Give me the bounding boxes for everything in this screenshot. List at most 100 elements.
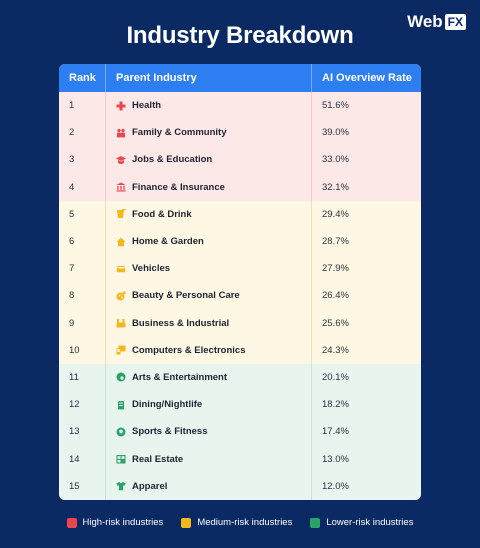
legend-label: High-risk industries <box>82 517 164 528</box>
rank-cell: 3 <box>69 154 75 166</box>
rate-cell: 32.1% <box>311 173 421 201</box>
industry-cell: Finance & Insurance <box>105 173 311 201</box>
ball-icon <box>116 427 126 437</box>
home-icon <box>116 237 126 247</box>
palette-icon <box>116 372 126 382</box>
rate-cell: 25.6% <box>311 309 421 337</box>
rank-cell: 9 <box>69 317 75 329</box>
legend-label: Medium-risk industries <box>197 517 293 528</box>
industry-table: Rank Parent Industry AI Overview Rate 1 … <box>59 64 421 500</box>
table-row: 3 Jobs & Education 33.0% <box>59 146 421 174</box>
medical-cross-icon <box>116 101 126 111</box>
legend-item-high: High-risk industries <box>66 517 164 528</box>
industry-cell: Beauty & Personal Care <box>105 282 311 310</box>
legend: High-risk industries Medium-risk industri… <box>0 517 480 528</box>
table-row: 4 Finance & Insurance 32.1% <box>59 173 421 201</box>
table-row: 5 Food & Drink 29.4% <box>59 200 421 228</box>
rank-cell: 2 <box>69 127 75 139</box>
industry-label: Computers & Electronics <box>132 344 246 356</box>
industry-label: Apparel <box>132 480 168 492</box>
rate-cell: 33.0% <box>311 146 421 174</box>
industry-cell: Dining/Nightlife <box>105 391 311 419</box>
page-title: Industry Breakdown <box>126 22 354 49</box>
industry-cell: Vehicles <box>105 255 311 283</box>
rank-cell: 14 <box>69 453 80 465</box>
industry-label: Dining/Nightlife <box>132 399 203 411</box>
industry-cell: Health <box>105 92 311 120</box>
table-row: 7 Vehicles 27.9% <box>59 255 421 283</box>
table-row: 6 Home & Garden 28.7% <box>59 227 421 256</box>
rank-cell: 13 <box>69 426 80 438</box>
factory-icon <box>116 318 126 328</box>
industry-cell: Sports & Fitness <box>105 418 311 446</box>
header-rank: Rank <box>69 72 96 84</box>
rate-cell: 28.7% <box>311 227 421 256</box>
legend-swatch <box>310 517 321 528</box>
rate-cell: 13.0% <box>311 445 421 473</box>
food-icon <box>116 209 126 219</box>
rank-cell: 1 <box>69 100 75 112</box>
car-icon <box>116 264 126 274</box>
industry-label: Home & Garden <box>132 236 204 248</box>
industry-cell: Apparel <box>105 472 311 500</box>
industry-label: Food & Drink <box>132 208 192 220</box>
rate-cell: 18.2% <box>311 391 421 419</box>
table-row: 8 Beauty & Personal Care 26.4% <box>59 282 421 310</box>
table-header: Rank Parent Industry AI Overview Rate <box>59 64 421 92</box>
industry-cell: Food & Drink <box>105 200 311 228</box>
table-row: 15 Apparel 12.0% <box>59 472 421 500</box>
shirt-icon <box>116 481 126 491</box>
header-industry: Parent Industry <box>105 64 311 92</box>
table-row: 12 Dining/Nightlife 18.2% <box>59 391 421 419</box>
legend-swatch <box>181 517 192 528</box>
rate-cell: 24.3% <box>311 336 421 364</box>
table-row: 14 Real Estate 13.0% <box>59 445 421 473</box>
industry-label: Business & Industrial <box>132 317 230 329</box>
industry-cell: Arts & Entertainment <box>105 363 311 392</box>
graduation-cap-icon <box>116 155 126 165</box>
rate-cell: 12.0% <box>311 472 421 500</box>
rate-cell: 27.9% <box>311 255 421 283</box>
table-row: 2 Family & Community 39.0% <box>59 119 421 147</box>
industry-label: Finance & Insurance <box>132 181 225 193</box>
legend-swatch <box>66 517 77 528</box>
logo-badge: FX <box>444 14 466 30</box>
industry-cell: Family & Community <box>105 119 311 147</box>
industry-cell: Computers & Electronics <box>105 336 311 364</box>
rate-cell: 39.0% <box>311 119 421 147</box>
rank-cell: 10 <box>69 344 80 356</box>
rate-cell: 29.4% <box>311 200 421 228</box>
industry-cell: Jobs & Education <box>105 146 311 174</box>
rate-cell: 20.1% <box>311 363 421 392</box>
header-rate: AI Overview Rate <box>311 64 421 92</box>
industry-cell: Real Estate <box>105 445 311 473</box>
building-icon <box>116 454 126 464</box>
industry-label: Beauty & Personal Care <box>132 290 240 302</box>
rate-cell: 26.4% <box>311 282 421 310</box>
rate-cell: 17.4% <box>311 418 421 446</box>
industry-label: Arts & Entertainment <box>132 371 228 383</box>
industry-cell: Business & Industrial <box>105 309 311 337</box>
industry-label: Family & Community <box>132 127 227 139</box>
rate-cell: 51.6% <box>311 92 421 120</box>
bank-icon <box>116 182 126 192</box>
rank-cell: 6 <box>69 236 75 248</box>
table-row: 1 Health 51.6% <box>59 92 421 120</box>
table-row: 10 Computers & Electronics 24.3% <box>59 336 421 364</box>
industry-label: Real Estate <box>132 453 184 465</box>
rank-cell: 8 <box>69 290 75 302</box>
legend-item-low: Lower-risk industries <box>310 517 413 528</box>
industry-label: Jobs & Education <box>132 154 213 166</box>
people-icon <box>116 128 126 138</box>
industry-label: Health <box>132 100 162 112</box>
industry-label: Sports & Fitness <box>132 426 208 438</box>
table-row: 13 Sports & Fitness 17.4% <box>59 418 421 446</box>
rank-cell: 15 <box>69 480 80 492</box>
logo-text: Web <box>407 12 443 31</box>
rank-cell: 5 <box>69 208 75 220</box>
table-row: 11 Arts & Entertainment 20.1% <box>59 363 421 392</box>
legend-label: Lower-risk industries <box>326 517 414 528</box>
webfx-logo: Web FX <box>407 12 466 32</box>
table-row: 9 Business & Industrial 25.6% <box>59 309 421 337</box>
rank-cell: 12 <box>69 399 80 411</box>
